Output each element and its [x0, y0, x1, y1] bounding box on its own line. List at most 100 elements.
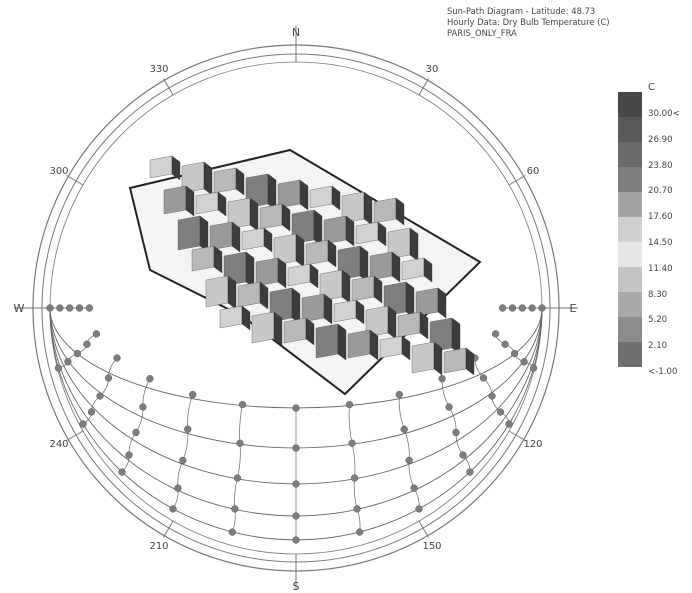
- sun-position-dot: [501, 340, 509, 348]
- sun-position-dot: [292, 480, 300, 488]
- sun-position-dot: [64, 358, 72, 366]
- legend-label: 14.50: [648, 238, 673, 248]
- sun-position-dot: [56, 304, 64, 312]
- cardinal-label-s: S: [293, 580, 300, 593]
- compass-labels: N E S W 30 60 120 150 210 240 300 330: [14, 26, 577, 593]
- sun-position-dot: [488, 392, 496, 400]
- degree-label-120: 120: [523, 439, 542, 450]
- sun-position-dot: [466, 468, 474, 476]
- sun-position-dot: [452, 428, 460, 437]
- sun-position-dot: [510, 349, 519, 358]
- hour-curve: [441, 378, 471, 473]
- sun-position-dot: [345, 400, 354, 409]
- sun-position-dot: [66, 304, 74, 312]
- building-block: [241, 227, 273, 253]
- sun-position-dot: [505, 420, 513, 428]
- sun-position-dot: [174, 484, 182, 492]
- compass-tick: [163, 78, 174, 96]
- building-block: [287, 263, 319, 289]
- building-block: [315, 323, 347, 361]
- building-block: [177, 215, 209, 253]
- building-block: [355, 221, 387, 247]
- sun-position-dot: [228, 528, 236, 536]
- hour-curve: [172, 394, 194, 510]
- sun-position-dot: [118, 468, 126, 476]
- sun-position-dot: [496, 408, 505, 416]
- sun-position-dot: [405, 456, 413, 465]
- sun-position-dot: [348, 439, 356, 447]
- sun-position-dot: [445, 403, 453, 411]
- degree-label-330: 330: [149, 64, 168, 75]
- sun-position-dot: [236, 439, 244, 447]
- legend-label: 17.60: [648, 212, 673, 223]
- legend-label: 2.10: [648, 341, 668, 352]
- sun-position-dot: [146, 375, 154, 383]
- hour-curve: [348, 404, 361, 533]
- sun-position-dot: [184, 425, 192, 433]
- building-block: [365, 305, 397, 340]
- building-block: [305, 239, 337, 268]
- building-block: [309, 185, 341, 211]
- building-block: [411, 341, 443, 376]
- sun-position-dot: [87, 408, 96, 416]
- legend-swatch: [618, 92, 642, 117]
- compass-ticks: [14, 26, 578, 590]
- degree-label-300: 300: [49, 166, 68, 177]
- legend-label: 11.40: [648, 263, 673, 274]
- legend-label: <-1.00: [648, 367, 678, 377]
- building-block: [273, 233, 305, 268]
- sun-position-dot: [96, 392, 104, 400]
- building-block: [341, 191, 373, 226]
- compass-tick: [418, 520, 429, 538]
- building-block: [209, 221, 241, 253]
- building-block: [301, 293, 333, 325]
- sun-position-dot: [73, 349, 82, 358]
- sun-position-dot: [520, 358, 528, 366]
- building-block: [379, 335, 411, 361]
- degree-label-240: 240: [49, 439, 68, 450]
- legend-label: 8.30: [648, 289, 668, 300]
- hour-curve: [232, 404, 243, 533]
- sun-position-dot: [54, 364, 63, 372]
- sun-position-dot: [132, 428, 140, 437]
- sun-position-dot: [169, 505, 177, 513]
- building-block: [351, 275, 383, 304]
- building-block: [401, 257, 433, 283]
- building-block: [251, 311, 283, 346]
- building-block: [333, 299, 365, 325]
- degree-label-150: 150: [422, 541, 441, 552]
- compass-tick: [163, 520, 174, 538]
- site-model: [128, 148, 482, 396]
- sun-position-dot: [189, 390, 197, 399]
- sun-position-dot: [83, 340, 91, 348]
- building-block: [219, 305, 251, 331]
- building-block: [443, 347, 475, 376]
- sun-position-dot: [529, 364, 538, 372]
- building-block: [205, 275, 237, 310]
- legend-swatch: [618, 242, 642, 267]
- sun-position-dot: [139, 403, 147, 411]
- sun-position-dot: [410, 484, 418, 492]
- legend-label: 26.90: [648, 134, 673, 145]
- compass-tick: [418, 78, 429, 96]
- sun-position-dot: [498, 304, 507, 312]
- sun-position-dot: [491, 330, 500, 338]
- sun-position-dot: [292, 536, 300, 544]
- building-block: [227, 197, 259, 232]
- building-block: [213, 167, 245, 196]
- legend-swatch: [618, 292, 642, 317]
- sun-position-dot: [113, 354, 121, 362]
- legend-swatch: [618, 267, 642, 292]
- legend-swatch: [618, 317, 642, 342]
- sun-position-dot: [179, 456, 187, 465]
- legend-swatch: [618, 192, 642, 217]
- title-line-2: Hourly Data: Dry Bulb Temperature (C): [447, 17, 610, 27]
- degree-label-60: 60: [527, 166, 540, 177]
- cardinal-label-w: W: [14, 302, 25, 315]
- sun-position-dot: [400, 425, 408, 433]
- legend-label: 5.20: [648, 315, 668, 326]
- compass-tick: [508, 430, 526, 441]
- legend-swatch: [618, 217, 642, 242]
- sun-dots: [46, 304, 546, 544]
